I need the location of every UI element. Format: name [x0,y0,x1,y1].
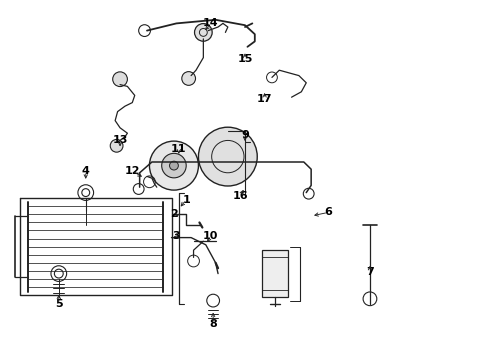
Text: 14: 14 [203,18,219,28]
Text: 15: 15 [237,54,253,64]
Circle shape [113,72,127,86]
Circle shape [149,141,198,190]
Text: 5: 5 [55,299,63,309]
Text: 6: 6 [324,207,332,217]
Text: 11: 11 [171,144,187,154]
Text: 16: 16 [232,191,248,201]
Circle shape [195,24,212,41]
Circle shape [110,139,123,152]
Bar [262,250,288,297]
Text: 8: 8 [209,319,217,329]
Circle shape [198,127,257,186]
Text: 1: 1 [182,195,190,205]
Text: 9: 9 [241,130,249,140]
Text: 3: 3 [172,231,180,241]
Text: 4: 4 [82,166,90,176]
Text: 13: 13 [112,135,128,145]
Text: 10: 10 [203,231,219,241]
Circle shape [170,161,178,170]
Circle shape [182,72,196,85]
Text: 17: 17 [257,94,272,104]
Text: 12: 12 [124,166,140,176]
Text: 7: 7 [366,267,374,277]
Circle shape [162,153,186,178]
Text: 2: 2 [170,209,178,219]
